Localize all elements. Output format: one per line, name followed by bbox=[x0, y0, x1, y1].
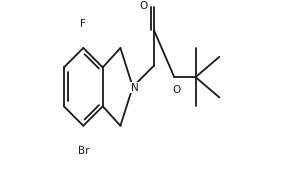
Text: Br: Br bbox=[78, 146, 89, 156]
Text: F: F bbox=[80, 19, 86, 29]
Text: N: N bbox=[131, 83, 139, 93]
Text: O: O bbox=[139, 1, 148, 12]
Text: O: O bbox=[172, 85, 180, 95]
